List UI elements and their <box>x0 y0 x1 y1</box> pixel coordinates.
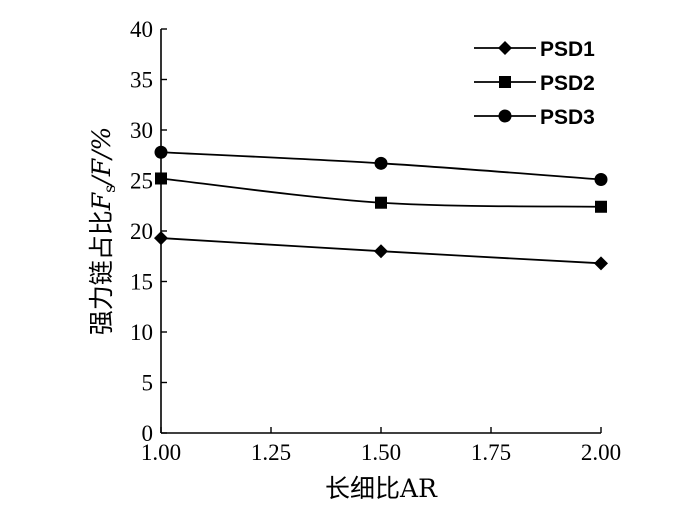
y-tick-label: 10 <box>130 320 153 345</box>
series-psd2 <box>155 172 607 213</box>
legend: PSD1 PSD2 PSD3 <box>474 38 595 129</box>
y-tick-label: 5 <box>142 371 154 396</box>
psd1-point <box>594 256 608 271</box>
y-tick-label: 30 <box>130 118 153 143</box>
y-axis-title: 强力链占比Fs/F/% <box>87 127 119 336</box>
y-axis-title-suffix: /F/% <box>87 127 116 187</box>
x-tick-label: 1.50 <box>361 440 401 465</box>
y-tick-label: 35 <box>130 68 153 93</box>
series-psd3 <box>154 145 608 186</box>
legend-item-psd3: PSD3 <box>474 106 595 129</box>
y-tick-label: 0 <box>142 421 154 446</box>
y-tick-label: 40 <box>130 17 153 42</box>
psd2-point <box>375 196 387 209</box>
psd2-point <box>595 200 607 213</box>
legend-label: PSD1 <box>540 38 595 61</box>
psd1-point <box>154 231 168 246</box>
x-axis-title: 长细比AR <box>325 474 438 503</box>
y-axis-title-subscript: s <box>100 185 119 193</box>
series <box>154 145 608 271</box>
legend-label: PSD2 <box>540 72 595 95</box>
psd1-point <box>374 244 388 259</box>
series-psd1 <box>154 231 608 271</box>
legend-label: PSD3 <box>540 106 595 129</box>
x-tick-label: 2.00 <box>581 440 621 465</box>
legend-item-psd1: PSD1 <box>474 38 595 61</box>
legend-marker <box>498 109 512 123</box>
psd3-point <box>594 172 608 186</box>
axes <box>160 29 601 434</box>
x-tick-label: 1.00 <box>141 440 181 465</box>
y-tick-label: 20 <box>130 219 153 244</box>
y-axis-title-prefix: 强力链占比 <box>87 210 116 335</box>
psd3-point <box>374 156 388 170</box>
ticks: 0 5 10 15 20 25 30 35 40 1.00 1.25 1.50 1.75 2.00 <box>130 17 621 465</box>
y-axis-title-symbol: F <box>87 191 116 211</box>
x-tick-label: 1.75 <box>471 440 511 465</box>
y-tick-label: 25 <box>130 169 153 194</box>
y-tick-label: 15 <box>130 270 153 295</box>
psd3-point <box>154 145 168 159</box>
x-tick-label: 1.25 <box>251 440 291 465</box>
psd2-point <box>155 172 167 185</box>
legend-marker <box>498 41 512 55</box>
legend-marker <box>499 76 511 88</box>
legend-item-psd2: PSD2 <box>474 72 595 95</box>
